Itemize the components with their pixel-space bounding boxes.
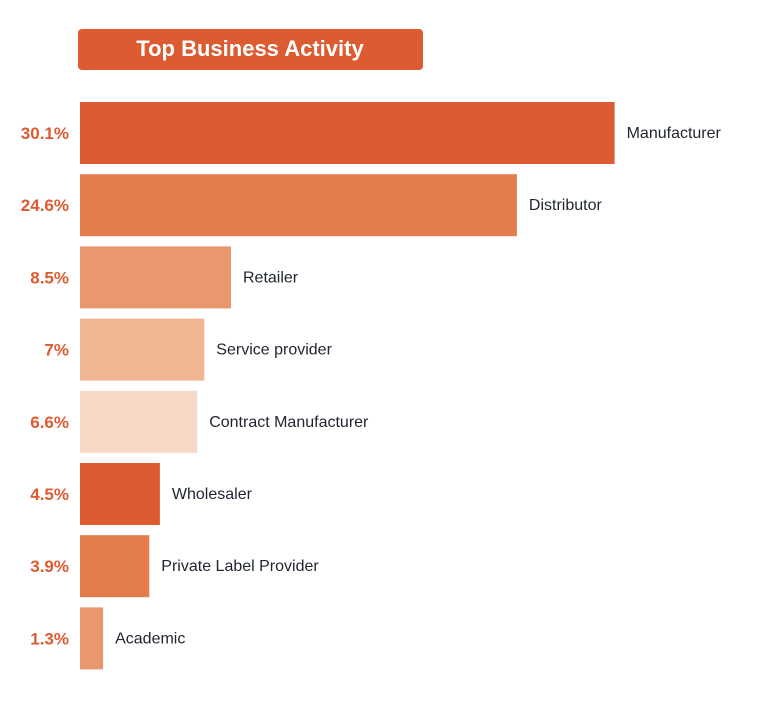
category-label-2: Distributor (529, 197, 603, 214)
bars-group: 30.1% Manufacturer 24.6% Distributor 8.5% Ret… (21, 102, 722, 670)
category-label-8: Academic (115, 630, 185, 647)
category-label-4: Service provider (216, 342, 332, 359)
value-label-7: 3.9% (30, 557, 69, 576)
category-label-3: Retailer (243, 269, 299, 286)
value-label-3: 8.5% (30, 268, 69, 287)
value-label-8: 1.3% (30, 629, 69, 648)
chart-title: Top Business Activity (136, 36, 364, 61)
bar-5 (80, 390, 198, 453)
value-label-6: 4.5% (30, 485, 69, 504)
category-label-6: Wholesaler (172, 486, 253, 503)
chart-title-group: Top Business Activity (78, 29, 423, 70)
category-label-7: Private Label Provider (161, 558, 319, 575)
bar-8 (80, 607, 104, 670)
value-label-2: 24.6% (21, 196, 69, 215)
category-label-5: Contract Manufacturer (209, 414, 369, 431)
category-label-1: Manufacturer (627, 125, 722, 142)
chart-title-background (78, 29, 423, 70)
value-label-5: 6.6% (30, 413, 69, 432)
bar-1 (80, 102, 615, 164)
bar-4 (80, 318, 205, 381)
value-label-1: 30.1% (21, 124, 69, 143)
bar-7 (80, 535, 150, 598)
bar-2 (80, 174, 517, 237)
bar-3 (80, 246, 231, 309)
value-label-4: 7% (44, 341, 69, 360)
bar-6 (80, 463, 160, 525)
